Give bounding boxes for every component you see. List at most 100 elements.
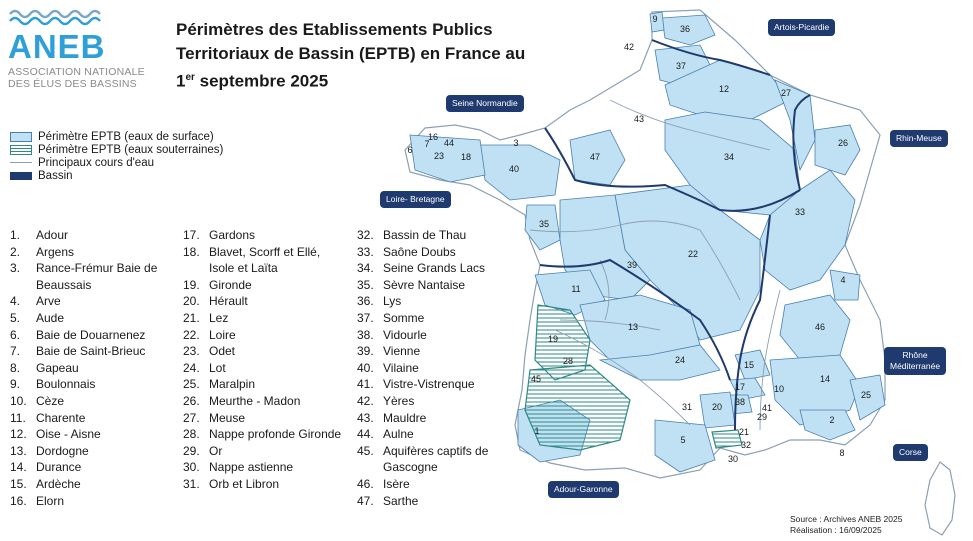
eptb-list-number: 15. <box>10 476 27 491</box>
eptb-list-name: Charente <box>36 410 86 425</box>
eptb-list-number: 43. <box>357 410 374 425</box>
map-label-47: 47 <box>590 152 600 162</box>
eptb-2-area <box>799 409 856 441</box>
map-label-46: 46 <box>815 322 825 332</box>
eptb-4-area <box>829 269 861 301</box>
river-vienne <box>599 259 610 321</box>
eptb-list-number: 18. <box>183 244 200 259</box>
eptb-list-number: 5. <box>10 310 21 325</box>
map-label-10: 10 <box>774 384 784 394</box>
eptb-27-area <box>774 79 816 172</box>
river-seine <box>609 99 771 151</box>
title-line3: 1er septembre 2025 <box>176 66 556 94</box>
eptb-list-number: 42. <box>357 393 374 408</box>
eptb-list-name: Gapeau <box>36 360 79 375</box>
map-label-9: 9 <box>652 14 657 24</box>
eptb-list-name: Seine Grands Lacs <box>383 261 486 276</box>
logo-subtitle: ASSOCIATION NATIONALE DES ÉLUS DES BASSI… <box>8 66 145 90</box>
eptb-list-item: 11. Charente <box>10 410 180 427</box>
map-label-22: 22 <box>688 249 698 259</box>
basin-border-artois <box>651 39 771 76</box>
eptb-list-name: Orb et Libron <box>209 476 280 491</box>
eptb-list-item: 38. Vidourle <box>357 327 517 344</box>
eptb-list-number: 46. <box>357 476 374 491</box>
eptb-list-item: 47. Sarthe <box>357 493 517 510</box>
eptb-list-item: 30. Nappe astienne <box>183 459 343 476</box>
eptb-list-number: 13. <box>10 443 27 458</box>
eptb-list-number: 23. <box>183 344 200 359</box>
basin-tag-rhone-line2: Méditerranée <box>890 361 941 371</box>
eptb-list-column-3: 32. Bassin de Thau 33. Saône Doubs 34. Seine … <box>357 227 517 509</box>
eptb-list-item: 43. Mauldre <box>357 410 517 427</box>
eptb-list-name: Aude <box>36 310 65 325</box>
eptb-list-item: 18. Blavet, Scorff et Ellé, Isole et Laït… <box>183 244 343 277</box>
eptb-list-name: Saône Doubs <box>383 244 456 259</box>
map-label-18: 18 <box>461 152 471 162</box>
map-label-27: 27 <box>781 88 791 98</box>
map-label-15: 15 <box>744 360 754 370</box>
basin-tag-seine-normandie: Seine Normandie <box>446 95 524 112</box>
map-label-32: 32 <box>741 440 751 450</box>
legend-surface: Périmètre EPTB (eaux de surface) <box>10 130 223 143</box>
eptb-list-name: Odet <box>209 344 236 359</box>
eptb-list-item: 31. Orb et Libron <box>183 476 343 493</box>
eptb-list-name: Lez <box>209 310 229 325</box>
eptb-list-item: 15. Ardèche <box>10 476 180 493</box>
eptb-45-groundwater <box>524 364 631 451</box>
eptb-list-number: 26. <box>183 393 200 408</box>
eptb-list-item: 24. Lot <box>183 360 343 377</box>
basin-border-rhin <box>792 94 811 191</box>
eptb-list-item: 14. Durance <box>10 459 180 476</box>
eptb-list-number: 32. <box>357 228 374 242</box>
eptb-list-name: Dordogne <box>36 443 89 458</box>
map-label-6: 6 <box>407 145 412 155</box>
eptb-list-number: 16. <box>10 493 27 508</box>
eptb-list-number: 9. <box>10 377 21 392</box>
eptb-list-number: 35. <box>357 277 374 292</box>
eptb-list-item: 7. Baie de Saint-Brieuc <box>10 343 180 360</box>
legend-surface-label: Périmètre EPTB (eaux de surface) <box>38 130 214 143</box>
eptb-list-name: Loire <box>209 327 236 342</box>
legend-ground: Périmètre EPTB (eaux souterraines) <box>10 143 223 156</box>
eptb-list-name: Baie de Douarnenez <box>36 327 146 342</box>
eptb-list-number: 25. <box>183 377 200 392</box>
eptb-list-number: 4. <box>10 294 21 309</box>
eptb-list-item: 17. Gardons <box>183 227 343 244</box>
map-label-5: 5 <box>680 435 685 445</box>
eptb-list-number: 20. <box>183 294 200 309</box>
eptb-list-name: Maralpin <box>209 377 256 392</box>
eptb-list-item: 39. Vienne <box>357 343 517 360</box>
eptb-list-name: Sèvre Nantaise <box>383 277 466 292</box>
map-label-38: 38 <box>735 397 745 407</box>
eptb-list-item: 25. Maralpin <box>183 376 343 393</box>
basin-border-seine-loire <box>544 127 801 212</box>
eptb-list-name: Vidourle <box>383 327 427 342</box>
map-label-4: 4 <box>840 275 845 285</box>
basin-tag-rhin-meuse: Rhin-Meuse <box>890 130 948 147</box>
map-label-42: 42 <box>624 42 634 52</box>
map-label-3: 3 <box>513 138 518 148</box>
eptb-list-item: 4. Arve <box>10 293 180 310</box>
eptb-list-name: Nappe profonde Gironde <box>209 427 342 442</box>
eptb-list-number: 1. <box>10 228 21 242</box>
eptb-list-item: 6. Baie de Douarnenez <box>10 327 180 344</box>
eptb-15-area <box>734 349 771 381</box>
eptb-list-number: 47. <box>357 493 374 508</box>
legend-rivers-label: Principaux cours d'eau <box>38 156 154 169</box>
eptb-list-name: Meurthe - Madon <box>209 393 301 408</box>
map-label-25: 25 <box>861 390 871 400</box>
eptb-list-name: Isère <box>383 476 410 491</box>
eptb-list-item: 20. Hérault <box>183 293 343 310</box>
basin-border-rhone <box>734 214 771 431</box>
map-label-7: 7 <box>424 139 429 149</box>
eptb-47-area <box>569 129 626 186</box>
map-label-14: 14 <box>820 374 830 384</box>
eptb-list-name: Vistre-Vistrenque <box>383 377 475 392</box>
eptb-list-item: 8. Gapeau <box>10 360 180 377</box>
river-rhone <box>759 289 781 431</box>
eptb-list-item: 19. Gironde <box>183 277 343 294</box>
surface-swatch <box>10 131 32 142</box>
eptb-list-column-2: 17. Gardons 18. Blavet, Scorff et Ellé, Iso… <box>183 227 343 493</box>
eptb-list-name: Gardons <box>209 228 256 242</box>
eptb-list-name: Vilaine <box>383 360 419 375</box>
